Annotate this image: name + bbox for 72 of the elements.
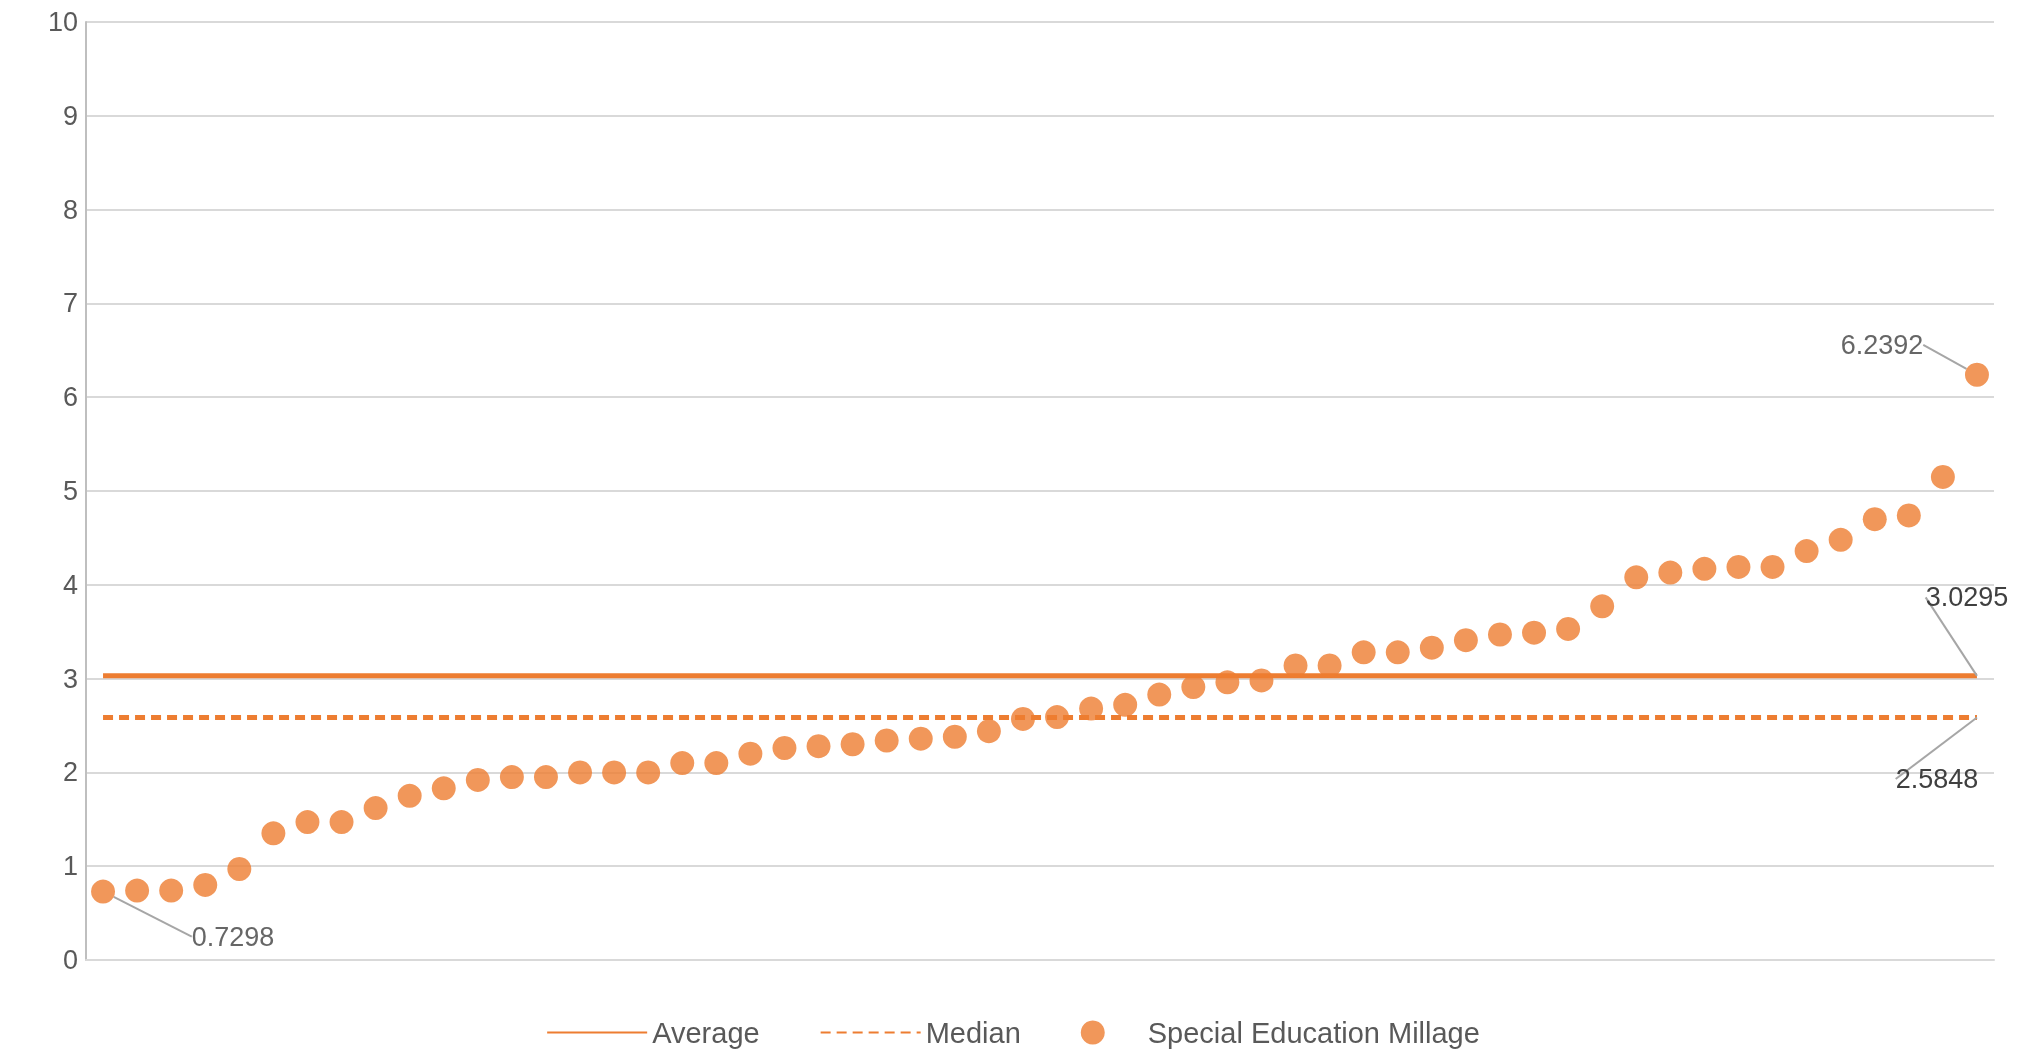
point xyxy=(1385,640,1410,665)
y-tick-label: 6 xyxy=(62,382,78,413)
point xyxy=(261,821,286,846)
legend-label: Average xyxy=(652,1016,760,1049)
point xyxy=(1896,503,1921,528)
data-label: 0.7298 xyxy=(191,921,275,952)
point xyxy=(1113,692,1138,717)
point xyxy=(840,732,865,757)
point xyxy=(976,719,1001,744)
point xyxy=(1964,362,1989,387)
point xyxy=(329,810,354,835)
point xyxy=(1794,539,1819,564)
point xyxy=(670,751,695,776)
y-tick-label: 5 xyxy=(62,476,78,506)
point xyxy=(499,765,524,790)
point xyxy=(1181,675,1206,700)
point xyxy=(91,879,116,904)
point xyxy=(295,810,320,835)
point xyxy=(1453,628,1478,653)
data-label: 2.5848 xyxy=(1895,764,1979,795)
point xyxy=(1045,705,1070,730)
y-tick-label: 7 xyxy=(62,288,78,319)
point xyxy=(125,878,150,903)
y-tick-label: 9 xyxy=(62,100,78,131)
point xyxy=(431,776,456,801)
point xyxy=(533,765,558,790)
point xyxy=(1249,668,1274,693)
point xyxy=(772,736,797,761)
point xyxy=(1862,507,1887,532)
point xyxy=(568,760,593,785)
point xyxy=(1726,554,1751,579)
y-tick-label: 4 xyxy=(62,569,78,600)
y-tick-label: 8 xyxy=(62,194,78,225)
point xyxy=(159,878,184,903)
y-tick-label: 1 xyxy=(62,851,78,882)
data-label: 3.0295 xyxy=(1925,582,2009,613)
point xyxy=(193,872,218,897)
point xyxy=(1419,635,1444,660)
point xyxy=(874,728,899,753)
point xyxy=(1487,622,1512,647)
y-tick-label: 10 xyxy=(47,7,78,37)
point xyxy=(1079,696,1104,721)
point xyxy=(806,734,831,759)
y-tick-label: 2 xyxy=(62,757,78,788)
point xyxy=(465,767,490,792)
point xyxy=(1658,560,1683,585)
data-label: 6.2392 xyxy=(1840,329,1924,360)
point xyxy=(1147,682,1172,707)
point xyxy=(1624,565,1649,590)
point xyxy=(738,741,763,766)
point xyxy=(908,726,933,751)
point xyxy=(1760,554,1785,579)
point xyxy=(397,783,422,808)
legend-label: Special Education Millage xyxy=(1147,1016,1480,1049)
y-tick-label: 0 xyxy=(62,945,78,975)
point xyxy=(942,724,967,749)
y-tick-label: 3 xyxy=(62,663,78,694)
point xyxy=(1215,670,1240,695)
point xyxy=(1010,706,1035,731)
point xyxy=(602,760,627,785)
point xyxy=(227,857,252,882)
point xyxy=(1828,527,1853,552)
legend-label: Median xyxy=(925,1016,1021,1049)
point xyxy=(1692,556,1717,581)
point xyxy=(636,760,661,785)
point xyxy=(1556,616,1581,641)
point xyxy=(1351,640,1376,665)
point xyxy=(1590,594,1615,619)
point xyxy=(363,796,388,821)
point xyxy=(1930,464,1955,489)
point xyxy=(704,751,729,776)
point xyxy=(1522,620,1547,645)
